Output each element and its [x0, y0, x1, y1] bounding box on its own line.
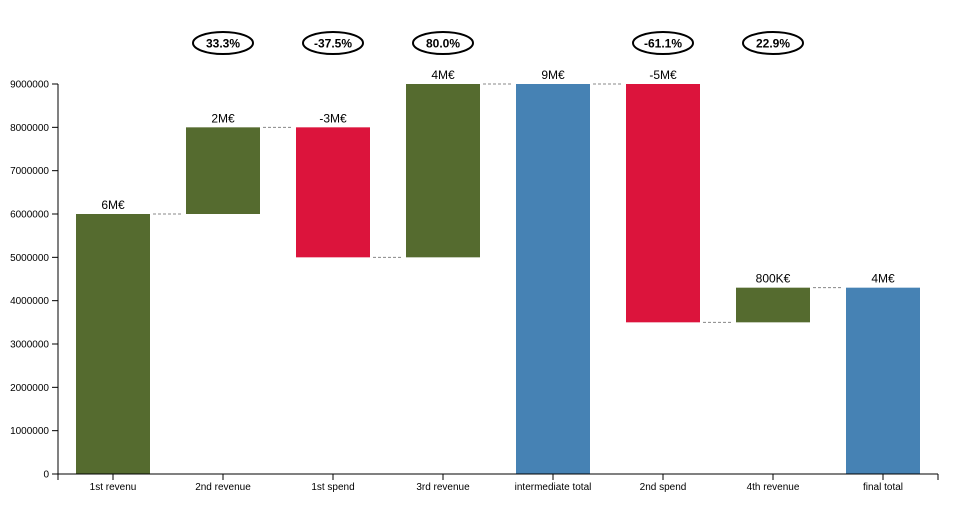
bar-6 — [736, 287, 810, 323]
data-label-3: 4M€ — [431, 68, 455, 82]
data-label-1: 2M€ — [211, 111, 235, 125]
percent-ellipse-3 — [412, 31, 474, 55]
y-tick-label-6: 6000000 — [10, 210, 49, 221]
y-tick-label-4: 4000000 — [10, 296, 49, 307]
percent-badge-2: -37.5% — [302, 31, 364, 55]
x-tick-label-4: intermediate total — [515, 482, 592, 493]
percent-badge-6: 22.9% — [742, 31, 804, 55]
data-label-0: 6M€ — [101, 198, 125, 212]
x-axis: 1st revenu 2nd revenue 1st spend 3rd revenu… — [57, 473, 939, 493]
bar-2 — [296, 127, 370, 258]
data-label-6: 800K€ — [756, 272, 791, 286]
x-tick-label-6: 4th revenue — [747, 482, 800, 493]
y-tick-label-9: 9000000 — [10, 80, 49, 91]
y-tick-label-2: 2000000 — [10, 383, 49, 394]
connector-lines — [153, 83, 843, 323]
bars — [76, 84, 920, 474]
x-tick-label-5: 2nd spend — [640, 482, 687, 493]
bar-1 — [186, 127, 260, 214]
data-label-5: -5M€ — [649, 68, 677, 82]
y-tick-label-1: 1000000 — [10, 426, 49, 437]
y-tick-label-3: 3000000 — [10, 340, 49, 351]
bar-5 — [626, 84, 700, 323]
data-label-2: -3M€ — [319, 111, 347, 125]
y-tick-label-7: 7000000 — [10, 166, 49, 177]
x-tick-label-3: 3rd revenue — [416, 482, 470, 493]
x-tick-label-2: 1st spend — [311, 482, 354, 493]
percent-ellipse-2 — [302, 31, 364, 55]
percent-label-5: -61.1% — [644, 37, 682, 51]
y-tick-label-0: 0 — [43, 470, 49, 481]
percent-ellipse-5 — [632, 31, 694, 55]
x-tick-label-7: final total — [863, 482, 903, 493]
data-label-4: 9M€ — [541, 68, 565, 82]
y-tick-label-5: 5000000 — [10, 253, 49, 264]
percent-label-6: 22.9% — [756, 37, 790, 51]
percent-badge-1: 33.3% — [192, 31, 254, 55]
percent-ellipse-1 — [192, 31, 254, 55]
data-labels: 6M€ 2M€ -3M€ 4M€ 9M€ -5M€ 800K€ 4M€ — [101, 68, 895, 286]
bar-0 — [76, 214, 150, 474]
bar-7 — [846, 287, 920, 474]
data-label-7: 4M€ — [871, 272, 895, 286]
percent-labels: 33.3% -37.5% 80.0% -61.1% 22.9% — [192, 31, 804, 55]
y-tick-label-8: 8000000 — [10, 123, 49, 134]
x-tick-label-1: 2nd revenue — [195, 482, 251, 493]
y-axis: 0 1000000 2000000 3000000 4000000 5000000 6000… — [10, 80, 59, 481]
percent-badge-3: 80.0% — [412, 31, 474, 55]
percent-label-3: 80.0% — [426, 37, 460, 51]
percent-label-2: -37.5% — [314, 37, 352, 51]
bar-3 — [406, 84, 480, 258]
bar-4 — [516, 84, 590, 474]
percent-ellipse-6 — [742, 31, 804, 55]
percent-badge-5: -61.1% — [632, 31, 694, 55]
x-tick-label-0: 1st revenu — [90, 482, 137, 493]
percent-label-1: 33.3% — [206, 37, 240, 51]
